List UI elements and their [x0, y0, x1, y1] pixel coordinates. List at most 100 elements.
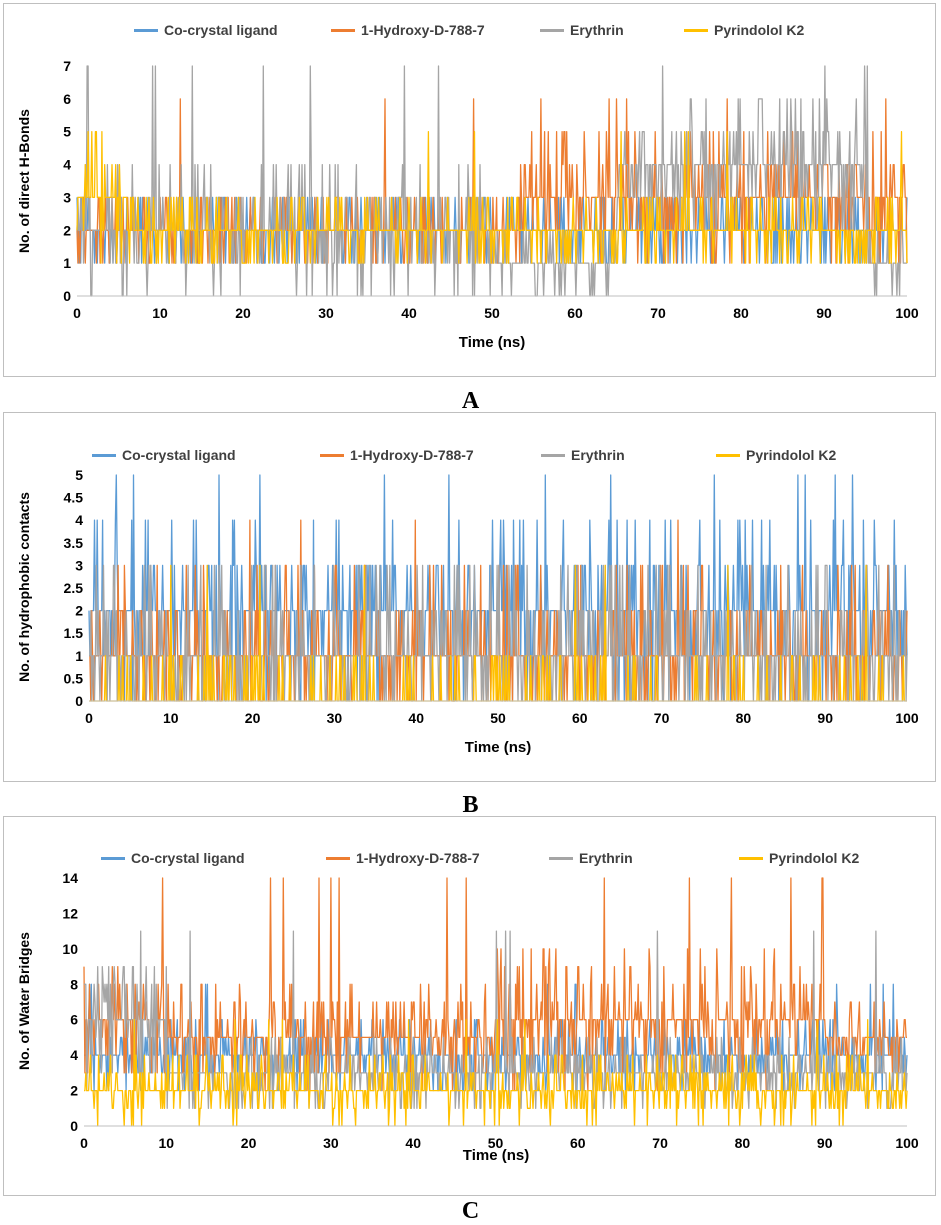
- legend-swatch-erythrin: [540, 28, 564, 32]
- y-tick-label: 3.5: [64, 535, 84, 551]
- legend-swatch-hydroxy: [320, 453, 344, 457]
- y-tick-label: 2: [70, 1083, 78, 1099]
- x-tick-label: 60: [570, 1135, 586, 1151]
- series-line-pyrindolol: [84, 1019, 908, 1127]
- x-tick-label: 90: [816, 305, 832, 321]
- legend-label-pyrindolol: Pyrindolol K2: [769, 850, 860, 866]
- y-tick-label: 1.5: [64, 625, 84, 641]
- x-axis-label: Time (ns): [464, 739, 532, 756]
- panel-letter-b: B: [462, 792, 479, 818]
- y-tick-label: 2: [75, 603, 83, 619]
- panel-letter-a: A: [461, 388, 480, 414]
- legend-swatch-pyrindolol: [739, 856, 763, 860]
- y-tick-label: 3: [75, 557, 83, 573]
- series-line-pyrindolol: [76, 131, 908, 264]
- legend-swatch-co-crystal: [134, 28, 158, 32]
- y-tick-label: 6: [70, 1012, 78, 1028]
- y-tick-label: 8: [70, 976, 78, 992]
- x-tick-label: 60: [567, 305, 583, 321]
- y-tick-label: 4: [75, 512, 83, 528]
- legend-swatch-pyrindolol: [684, 28, 708, 32]
- legend-item-pyrindolol: Pyrindolol K2: [716, 445, 836, 465]
- x-tick-label: 70: [652, 1135, 668, 1151]
- x-tick-label: 50: [490, 710, 506, 726]
- x-tick-label: 40: [408, 710, 424, 726]
- x-tick-label: 10: [152, 305, 168, 321]
- x-tick-label: 30: [327, 710, 343, 726]
- x-tick-label: 100: [895, 305, 919, 321]
- y-tick-label: 4.5: [64, 490, 84, 506]
- legend-swatch-pyrindolol: [716, 453, 740, 457]
- y-axis-label: No. of hydrophobic contacts: [16, 492, 32, 682]
- chart-panel-b: Co-crystal ligand 1-Hydroxy-D-788-7 Eryt…: [3, 412, 936, 782]
- legend-label-hydroxy: 1-Hydroxy-D-788-7: [361, 22, 485, 38]
- legend-item-erythrin: Erythrin: [549, 848, 633, 868]
- legend-label-hydroxy: 1-Hydroxy-D-788-7: [356, 850, 480, 866]
- x-tick-label: 100: [895, 710, 919, 726]
- x-tick-label: 20: [241, 1135, 257, 1151]
- x-tick-label: 60: [572, 710, 588, 726]
- x-tick-label: 70: [650, 305, 666, 321]
- y-tick-label: 4: [63, 157, 71, 173]
- y-tick-label: 10: [62, 941, 78, 957]
- x-tick-label: 50: [488, 1135, 504, 1151]
- x-tick-label: 20: [235, 305, 251, 321]
- y-axis-label: No. of Water Bridges: [16, 932, 32, 1070]
- legend-label-erythrin: Erythrin: [570, 22, 624, 38]
- legend-swatch-hydroxy: [326, 856, 350, 860]
- legend-item-erythrin: Erythrin: [541, 445, 625, 465]
- legend-item-hydroxy: 1-Hydroxy-D-788-7: [326, 848, 480, 868]
- legend-label-co-crystal: Co-crystal ligand: [131, 850, 245, 866]
- legend-label-pyrindolol: Pyrindolol K2: [746, 447, 837, 463]
- legend-item-hydroxy: 1-Hydroxy-D-788-7: [331, 20, 485, 40]
- chart-panel-c: Co-crystal ligand 1-Hydroxy-D-788-7 Eryt…: [3, 816, 936, 1196]
- y-tick-label: 0.5: [64, 670, 84, 686]
- legend-item-co-crystal: Co-crystal ligand: [134, 20, 278, 40]
- y-tick-label: 3: [63, 189, 71, 205]
- x-tick-label: 10: [159, 1135, 175, 1151]
- plot-area: 0 2 4 6 8 10 12 14 0 10 20 30 40 50 60 70 80 90 100: [62, 870, 919, 1151]
- y-tick-label: 7: [63, 58, 71, 74]
- chart-panel-a: Co-crystal ligand 1-Hydroxy-D-788-7 Eryt…: [3, 3, 936, 377]
- x-tick-label: 40: [405, 1135, 421, 1151]
- x-tick-label: 10: [163, 710, 179, 726]
- legend-item-pyrindolol: Pyrindolol K2: [739, 848, 859, 868]
- x-tick-label: 90: [817, 710, 833, 726]
- legend-swatch-erythrin: [541, 453, 565, 457]
- x-tick-label: 0: [80, 1135, 88, 1151]
- x-tick-label: 0: [85, 710, 93, 726]
- plot-area: 00.511.522.533.544.550 10 20 30 40 50 60 70 80 90…: [64, 467, 919, 726]
- y-tick-label: 0: [63, 288, 71, 304]
- y-tick-label: 4: [70, 1047, 78, 1063]
- legend-label-co-crystal: Co-crystal ligand: [164, 22, 278, 38]
- legend-label-erythrin: Erythrin: [571, 447, 625, 463]
- x-tick-label: 70: [654, 710, 670, 726]
- legend: Co-crystal ligand 1-Hydroxy-D-788-7 Eryt…: [4, 445, 935, 465]
- legend-swatch-hydroxy: [331, 28, 355, 32]
- y-tick-label: 2.5: [64, 580, 84, 596]
- legend-item-hydroxy: 1-Hydroxy-D-788-7: [320, 445, 474, 465]
- legend-item-pyrindolol: Pyrindolol K2: [684, 20, 804, 40]
- legend-swatch-erythrin: [549, 856, 573, 860]
- x-tick-label: 80: [736, 710, 752, 726]
- legend-item-co-crystal: Co-crystal ligand: [101, 848, 245, 868]
- x-axis-label: Time (ns): [458, 334, 526, 351]
- x-tick-label: 80: [733, 305, 749, 321]
- legend-item-co-crystal: Co-crystal ligand: [92, 445, 236, 465]
- x-tick-label: 40: [401, 305, 417, 321]
- legend: Co-crystal ligand 1-Hydroxy-D-788-7 Eryt…: [4, 848, 935, 868]
- y-tick-label: 2: [63, 222, 71, 238]
- x-tick-label: 80: [735, 1135, 751, 1151]
- legend-swatch-co-crystal: [101, 856, 125, 860]
- legend-label-co-crystal: Co-crystal ligand: [122, 447, 236, 463]
- x-tick-label: 100: [895, 1135, 919, 1151]
- panel-letter-c: C: [461, 1198, 480, 1224]
- x-tick-label: 50: [484, 305, 500, 321]
- legend-label-hydroxy: 1-Hydroxy-D-788-7: [350, 447, 474, 463]
- y-tick-label: 5: [63, 124, 71, 140]
- legend-swatch-co-crystal: [92, 453, 116, 457]
- y-axis-label: No. of direct H-Bonds: [16, 109, 32, 253]
- legend-label-pyrindolol: Pyrindolol K2: [714, 22, 805, 38]
- x-tick-label: 30: [323, 1135, 339, 1151]
- series-line-erythrin: [89, 564, 908, 702]
